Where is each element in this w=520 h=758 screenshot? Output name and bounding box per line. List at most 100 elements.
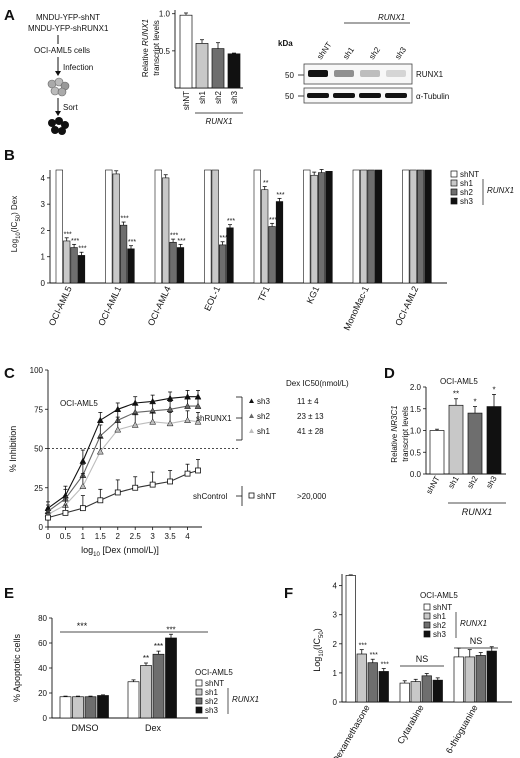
- significance-marker: ***: [177, 238, 185, 245]
- blot-lane-label: shNT: [315, 40, 333, 61]
- bar-Dex-shNT: [127, 681, 140, 719]
- bar-sh2: [211, 48, 225, 89]
- legend-swatch-sh1: [195, 688, 203, 696]
- bar-TF1-sh3: [275, 201, 284, 284]
- y-tick-label: 3: [333, 611, 338, 620]
- arrowhead-icon: [55, 111, 61, 116]
- y-tick-label: 60: [38, 639, 47, 648]
- x-tick-label: shNT: [182, 91, 191, 110]
- blot-band-label-tubulin: α-Tubulin: [416, 92, 449, 101]
- legend-swatch-sh3: [423, 630, 431, 638]
- y-axis-label-f-part: Log: [312, 657, 322, 672]
- x-tick-label: sh1: [446, 474, 461, 490]
- cell-cluster-black-icon: [48, 117, 69, 135]
- c-cell-line-label: OCI-AML5: [60, 399, 98, 408]
- bar-MonoMac-1-sh1: [360, 169, 368, 284]
- chart-dose-response: 0 25 50 75 100 0 0.5 1 1.5 2 2.5 3 3.5 4 log10 [Dex (n…: [8, 366, 238, 558]
- y-tick-label: 100: [30, 366, 44, 375]
- blot-band-runx1: [308, 70, 328, 77]
- blot-frame-runx1: [303, 63, 413, 85]
- legend-group-label: RUNX1: [232, 695, 259, 704]
- d-cell-line-label: OCI-AML5: [440, 377, 478, 386]
- group-label-shrunx1: shRUNX1: [196, 414, 232, 423]
- point-sh1: [131, 421, 139, 428]
- y-tick-label: 2: [333, 640, 338, 649]
- y-tick-label: 0.5: [159, 47, 171, 56]
- point-shNT: [167, 478, 173, 485]
- bar-Cytarabine-sh1: [410, 681, 421, 703]
- infection-label: Infection: [63, 63, 93, 72]
- y-tick-label: 75: [34, 405, 43, 414]
- y-axis-label-d2: transcript levels: [401, 406, 410, 462]
- legend-sh1-marker: [249, 428, 254, 433]
- bar-OCI-AML2-shNT: [402, 169, 410, 284]
- bar-6-thioguanine-sh3: [486, 650, 497, 703]
- panel-letter-f: F: [284, 585, 293, 602]
- significance-marker: ***: [166, 625, 175, 634]
- legend-swatch-shNT: [195, 679, 203, 687]
- vector-shrunx1-label: MNDU-YFP-shRUNX1: [28, 24, 109, 33]
- x-tick-label: OCI-AML1: [96, 285, 123, 328]
- significance-marker: ***: [170, 233, 178, 240]
- significance-marker: ***: [71, 238, 79, 245]
- significance-marker: NS: [416, 654, 429, 664]
- series-line-shNT: [47, 469, 199, 519]
- x-tick-label: Dex: [145, 723, 162, 733]
- x-axis-label-c: log10 [Dex (nmol/L)]: [81, 545, 159, 558]
- significance-marker: ***: [370, 652, 378, 659]
- ic50-row-value: >20,000: [297, 492, 327, 501]
- significance-marker: ***: [220, 235, 228, 242]
- y-tick-label: 0: [41, 279, 46, 288]
- group-label-shcontrol: shControl: [193, 492, 227, 501]
- panel-letter-c: C: [4, 365, 15, 382]
- y-axis-label-c-part: % Inhibition: [8, 426, 18, 473]
- y-axis-label-f-part: 50: [319, 631, 325, 638]
- blot-lane-label: sh2: [367, 45, 382, 61]
- bar-KG1-sh1: [310, 174, 318, 284]
- legend-label-sh3: sh3: [433, 630, 446, 639]
- y-tick-label: 1.0: [410, 427, 422, 436]
- chart-nr3c1-transcript: 0.0 0.5 1.0 1.5 2.0 Relative NR3C1 transcript …: [390, 383, 506, 517]
- point-shNT: [62, 509, 69, 516]
- point-sh3: [96, 416, 104, 423]
- bar-DMSO-sh1: [72, 696, 84, 719]
- x-tick-label: 1.5: [95, 532, 107, 541]
- significance-marker: ***: [121, 216, 129, 223]
- bar-TF1-sh1: [261, 189, 269, 284]
- bar-EOL-1-shNT: [204, 169, 212, 284]
- point-shNT: [132, 484, 139, 491]
- group-label: RUNX1: [462, 507, 493, 517]
- significance-marker: **: [453, 390, 459, 399]
- ic50-row-name: shNT: [257, 492, 276, 501]
- ic50-row-value: 23 ± 13: [297, 412, 324, 421]
- ic50-header: Dex IC50(nmol/L): [286, 379, 349, 388]
- legend-swatch-sh2: [195, 697, 203, 705]
- y-axis-label-a1: Relative RUNX1: [141, 19, 150, 77]
- bar-DMSO-sh2: [84, 696, 97, 719]
- ic50-row-value: 11 ± 4: [297, 397, 319, 406]
- y-tick-label: 1.0: [159, 10, 171, 19]
- x-tick-label: sh2: [214, 90, 223, 103]
- bar-OCI-AML5-sh3: [77, 255, 86, 284]
- y-axis-label-d1-part: Relative: [390, 432, 399, 463]
- x-tick-label: 3: [150, 532, 155, 541]
- y-tick-label: 0: [333, 698, 338, 707]
- point-sh3: [79, 457, 87, 464]
- y-axis-label-a2-part: transcript levels: [152, 20, 161, 76]
- legend-swatch-sh1: [450, 179, 458, 187]
- y-axis-label-a1-part: RUNX1: [141, 19, 150, 46]
- bar-MonoMac-1-sh2: [367, 169, 375, 284]
- bar-Dex-sh2: [152, 653, 165, 719]
- vector-shnt-label: MNDU-YFP-shNT: [36, 13, 100, 22]
- y-axis-label-e: % Apoptotic cells: [12, 633, 22, 702]
- x-tick-label: sh1: [198, 90, 207, 103]
- y-tick-label: 25: [34, 484, 43, 493]
- bar-OCI-AML2-sh2: [416, 169, 425, 284]
- point-sh1: [184, 416, 191, 423]
- bar-sh3: [486, 406, 502, 475]
- x-tick-label: sh2: [465, 474, 480, 490]
- y-tick-label: 20: [38, 689, 47, 698]
